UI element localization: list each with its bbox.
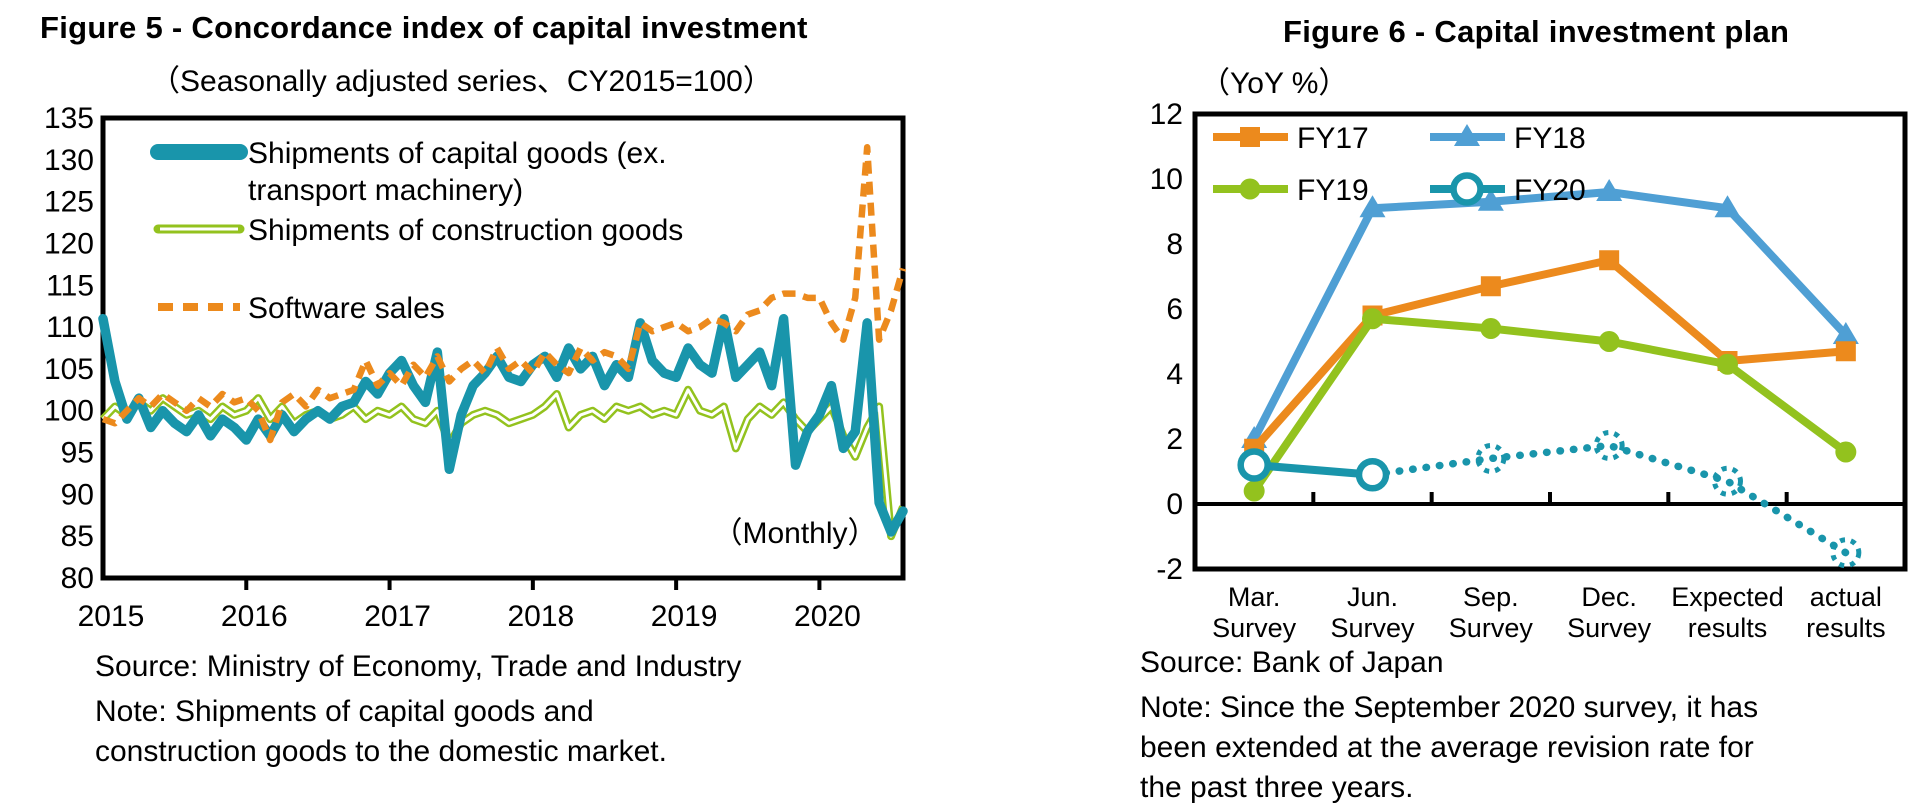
figure5-note-line1: Note: Shipments of capital goods and (95, 695, 594, 728)
figure6-note-line1: Note: Since the September 2020 survey, i… (1140, 691, 1759, 724)
figure5-legend-label-capital-goods: transport machinery) (248, 174, 523, 207)
figure5-subtitle: （Seasonally adjusted series、CY2015=100） (150, 65, 773, 98)
figure5-legend-label-capital-goods: Shipments of capital goods (ex. (248, 137, 667, 170)
figure5-title: Figure 5 - Concordance index of capital … (40, 10, 808, 45)
figure6-y-tick-label: 8 (1166, 228, 1183, 261)
figure6-x-category-label: Survey (1567, 613, 1652, 643)
figure6-x-category-label: Expected (1671, 582, 1784, 612)
figure6-fy17-marker (1599, 250, 1620, 271)
figure6-fy19-marker (1598, 331, 1620, 352)
figure6-x-category-label: Dec. (1581, 582, 1637, 612)
figure6-x-category-label: Mar. (1228, 582, 1281, 612)
figure5-y-tick-label: 100 (44, 395, 94, 428)
figure6-y-tick-label: 6 (1166, 293, 1183, 326)
figure5-construction-goods-line-core (101, 388, 905, 538)
figure6-x-category-label: Sep. (1463, 582, 1519, 612)
figure6-source: Source: Bank of Japan (1140, 646, 1444, 679)
figure6-y-tick-label: 0 (1166, 488, 1183, 521)
figure6-legend-label-fy17: FY17 (1297, 122, 1369, 155)
figure6-fy20-marker (1475, 443, 1507, 474)
figure6-legend-label-fy20: FY20 (1514, 174, 1586, 207)
figure6-y-tick-label: 10 (1150, 163, 1183, 196)
figure6-plot-border (1192, 111, 1908, 572)
figure5-x-tick-label: 2015 (78, 600, 145, 633)
figure5-x-tick-label: 2019 (651, 600, 718, 633)
figure6-x-category-label: actual (1810, 582, 1882, 612)
figure5-y-tick-label: 105 (44, 353, 94, 386)
figure6-x-category-label: Jun. (1347, 582, 1398, 612)
figure5-legend-label-software-sales: Software sales (248, 292, 445, 325)
figure6-fy17-marker (1835, 341, 1856, 362)
figure6-fy17-line (1251, 256, 1847, 452)
figure6-legend-marker-fy19 (1239, 178, 1261, 200)
figure6-x-category-label: results (1688, 613, 1768, 643)
figure6-fy20-marker (1593, 430, 1625, 461)
figure5-plot-border (100, 115, 906, 581)
figure6-fy19-marker (1480, 318, 1502, 339)
figure6-fy19-line (1250, 314, 1849, 494)
figure6-fy18-line (1250, 188, 1849, 441)
figure6-x-category-label: results (1806, 613, 1886, 643)
figure5-x-tick-label: 2020 (794, 600, 861, 633)
figure5-legend-label-construction-goods: Shipments of construction goods (248, 214, 683, 247)
figure5-source: Source: Ministry of Economy, Trade and I… (95, 650, 742, 683)
figure6-fy18-marker (1832, 322, 1859, 344)
figure5-y-tick-label: 115 (46, 269, 94, 302)
figure6-note: Note: Since the September 2020 survey, i… (1140, 688, 1758, 808)
figure5-note-line2: construction goods to the domestic marke… (95, 735, 667, 768)
figure5-y-tick-label: 125 (44, 186, 94, 219)
figure5-software-sales-line (101, 144, 907, 444)
figure6-fy19-marker (1835, 441, 1857, 463)
figure6-y-tick-label: -2 (1156, 553, 1183, 586)
figure5-y-tick-label: 90 (61, 478, 94, 511)
figure6-fy20-marker (1237, 448, 1271, 482)
figure6-x-category-label: Survey (1330, 613, 1415, 643)
figure6-x-category-label: Survey (1212, 613, 1297, 643)
figure5-x-tick-label: 2018 (507, 600, 574, 633)
figure6-fy18-marker (1477, 188, 1504, 211)
figure6-fy20-marker (1712, 465, 1743, 497)
figure6-fy19-marker (1717, 353, 1738, 375)
figure5-y-tick-label: 110 (46, 311, 94, 344)
figure6-fy20-line-solid (1253, 461, 1373, 479)
figure6-note-line3: the past three years. (1140, 771, 1414, 804)
figure6-fy18-marker (1714, 195, 1741, 218)
figure5-construction-goods-line (100, 385, 907, 541)
figure6-legend-marker-fy17 (1240, 127, 1260, 147)
figure6-y-tick-label: 12 (1150, 98, 1183, 131)
figure6-legend-label-fy18: FY18 (1514, 122, 1586, 155)
figure6-x-category-label: Survey (1449, 613, 1534, 643)
figure6-title: Figure 6 - Capital investment plan (1283, 14, 1790, 49)
figure6-fy19-marker (1243, 480, 1265, 502)
figure5-capital-goods-line (98, 313, 908, 537)
figure6-fy18-marker (1596, 179, 1623, 201)
figure6-legend-label-fy19: FY19 (1297, 174, 1369, 207)
figure6-note-line2: been extended at the average revision ra… (1140, 731, 1754, 764)
figure5-y-tick-label: 80 (61, 562, 94, 595)
figure5-y-tick-label: 85 (61, 520, 94, 553)
figure5-x-tick-label: 2016 (221, 600, 288, 633)
figure6-fy17-marker (1480, 276, 1501, 297)
figure5-y-tick-label: 95 (61, 437, 94, 470)
figure5-y-tick-label: 130 (44, 144, 94, 177)
figure6-y-tick-label: 4 (1166, 358, 1183, 391)
figure6-fy20-line-dotted (1368, 441, 1850, 557)
figure5-y-tick-label: 120 (44, 227, 94, 260)
figure6-fy18-marker (1359, 195, 1386, 218)
figure5-monthly-label: （Monthly） (712, 517, 877, 550)
figure6-fy19-marker (1362, 308, 1383, 330)
figure5-y-tick-label: 135 (44, 102, 94, 135)
figure6-fy20-marker (1830, 537, 1862, 569)
figure6-y-tick-label: 2 (1166, 423, 1183, 456)
figure6-fy20-marker (1355, 458, 1390, 492)
figure6-legend-marker-fy18 (1454, 124, 1480, 146)
figure5-x-tick-label: 2017 (364, 600, 431, 633)
figure5-note: Note: Shipments of capital goods and con… (95, 692, 667, 772)
figure6-subtitle: （YoY %） (1200, 67, 1349, 100)
figure6-legend-marker-fy20 (1450, 172, 1484, 206)
